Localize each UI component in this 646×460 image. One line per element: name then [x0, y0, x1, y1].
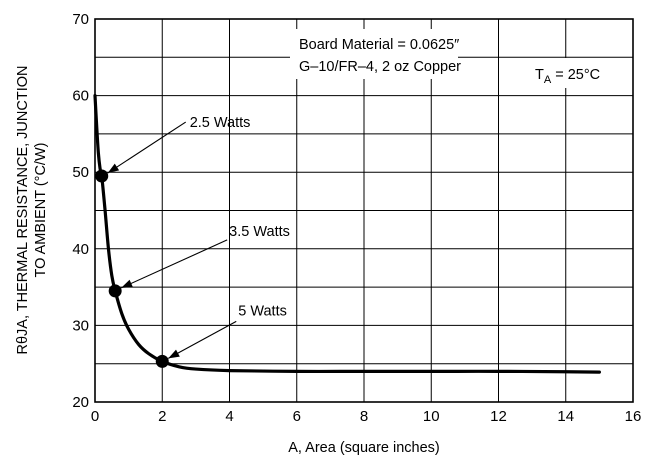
power-point-label: 2.5 Watts — [190, 115, 251, 131]
board-material-box — [290, 29, 458, 79]
ambient-temp-box — [527, 58, 619, 88]
grid-lines — [94, 18, 634, 403]
y-tick-label: 60 — [72, 88, 89, 105]
x-tick-label: 16 — [625, 408, 642, 425]
y-tick-label: 70 — [72, 11, 89, 28]
power-point-marker — [95, 169, 109, 183]
y-tick-label: 20 — [72, 394, 89, 411]
curve-layer — [93, 94, 601, 374]
x-axis-label: A, Area (square inches) — [288, 440, 440, 456]
x-tick-label: 4 — [225, 408, 233, 425]
annotation-arrow-line — [107, 121, 187, 174]
power-point-marker — [108, 284, 122, 298]
y-axis-label-line2: TO AMBIENT (°C/W) — [33, 143, 49, 278]
x-tick-label: 2 — [158, 408, 166, 425]
annotation-arrowhead — [168, 349, 180, 359]
x-tick-label: 6 — [293, 408, 301, 425]
ambient-temp-subscript: A — [544, 74, 552, 86]
thermal-resistance-curve — [93, 94, 601, 374]
y-tick-label: 50 — [72, 164, 89, 181]
x-tick-label: 10 — [423, 408, 440, 425]
x-tick-label: 12 — [490, 408, 507, 425]
y-tick-label: 40 — [72, 241, 89, 258]
x-tick-label: 0 — [91, 408, 99, 425]
annotation-arrowhead — [121, 279, 133, 288]
ambient-temp-symbol: T — [535, 67, 544, 83]
board-material-line2: G–10/FR–4, 2 oz Copper — [299, 59, 461, 75]
power-point-label: 3.5 Watts — [229, 224, 290, 240]
x-tick-label: 8 — [360, 408, 368, 425]
ambient-temp-label: TA = 25°C — [535, 67, 600, 86]
annotation-layer: Board Material = 0.0625″ G–10/FR–4, 2 oz… — [95, 29, 619, 368]
y-tick-label: 30 — [72, 317, 89, 334]
annotation-arrowhead — [107, 163, 120, 174]
annotation-arrow-line — [120, 239, 228, 289]
tick-labels: 0 2 4 6 8 10 12 14 16 20 30 40 50 60 70 — [72, 11, 641, 425]
power-point-label: 5 Watts — [238, 303, 287, 319]
board-material-line1: Board Material = 0.0625″ — [299, 37, 459, 53]
annotation-arrow-line — [167, 320, 237, 359]
x-tick-label: 14 — [557, 408, 574, 425]
plot-frame — [94, 18, 634, 403]
y-axis-label-line1: RθJA, THERMAL RESISTANCE, JUNCTION — [15, 66, 31, 355]
power-point-marker — [155, 354, 169, 368]
ambient-temp-value: = 25°C — [551, 67, 600, 83]
